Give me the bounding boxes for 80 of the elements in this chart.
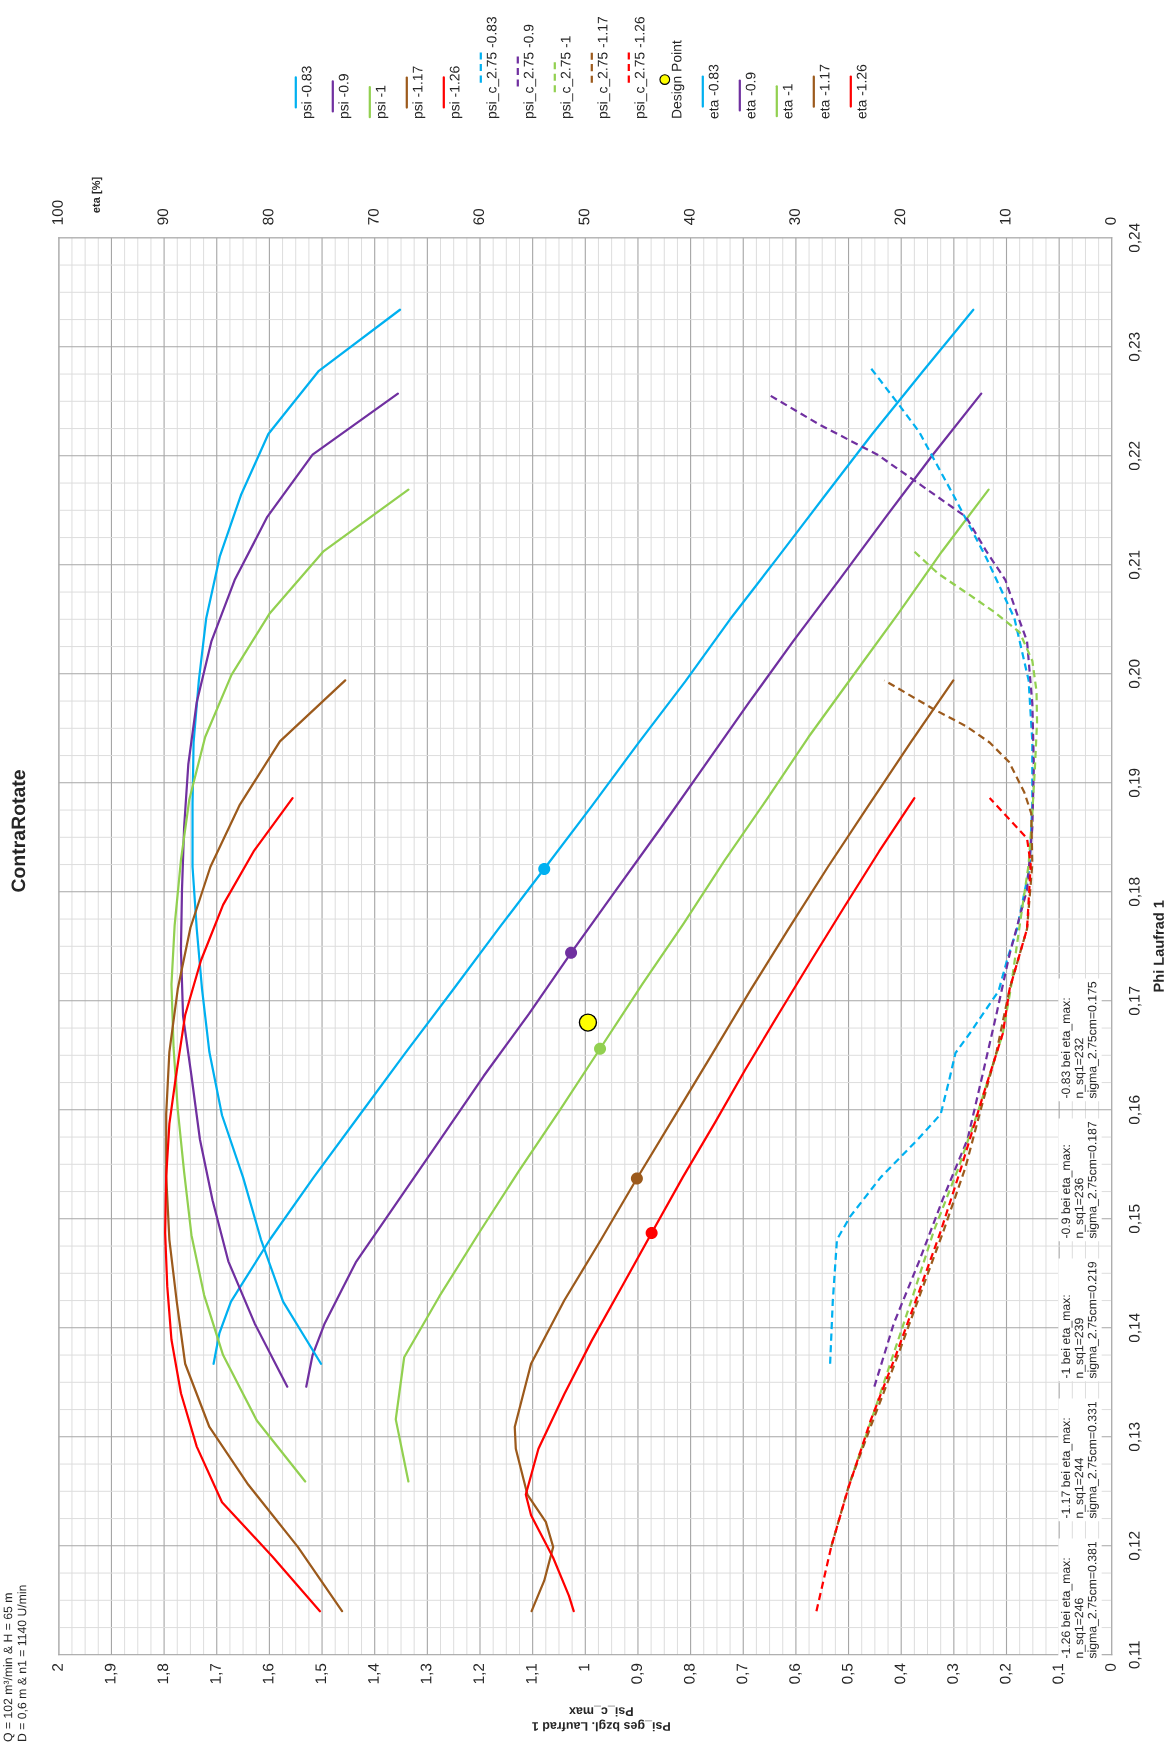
point xyxy=(565,946,578,959)
x2-tick-label: 50 xyxy=(578,208,590,225)
legend-label: psi -1.26 xyxy=(449,66,463,119)
y-tick-label: 0,21 xyxy=(1128,550,1142,580)
line-series xyxy=(815,796,1032,1613)
x-tick-label: 1,2 xyxy=(473,1663,486,1684)
point xyxy=(538,862,551,875)
point xyxy=(594,1042,607,1055)
y-tick-label: 0,22 xyxy=(1128,441,1142,471)
legend-label: psi_c_2.75 -1.26 xyxy=(634,16,648,119)
line-series xyxy=(524,796,916,1613)
x-tick-label: 0,9 xyxy=(631,1663,644,1684)
legend-label: eta -1.26 xyxy=(856,64,867,119)
x-tick-label: 1,9 xyxy=(104,1663,118,1684)
x-tick-label: 0,2 xyxy=(999,1663,1013,1684)
x2-tick-label: 20 xyxy=(894,208,906,225)
x2-tick-label: 80 xyxy=(262,208,274,225)
legend-label: eta -0.9 xyxy=(745,72,756,119)
x-tick-label: 0,3 xyxy=(947,1663,960,1684)
legend-label: psi -1.17 xyxy=(412,66,426,119)
x-tick-label: 1,6 xyxy=(262,1663,276,1684)
x-tick-label: 1,5 xyxy=(315,1663,328,1684)
x2-tick-label: 70 xyxy=(367,208,379,225)
text: Q = 102 m³/min & H = 65 m D = 0,6 m & n1 = 1140 U/min xyxy=(3,1585,28,1742)
text: ContraRotate xyxy=(11,770,26,892)
y-tick-label: 0,14 xyxy=(1128,1313,1142,1343)
y-tick-label: 0,18 xyxy=(1128,877,1142,907)
x2-axis-title: eta [%] xyxy=(91,177,103,213)
x-tick-label: 1,7 xyxy=(210,1663,223,1684)
point xyxy=(630,1172,643,1185)
annotation: -0.9 bei eta_max: n_sq1=236 sigma_2.75cm=0.187 xyxy=(1061,1121,1099,1239)
x-tick-label: 0,6 xyxy=(789,1663,802,1684)
x-tick-label: 0,5 xyxy=(841,1663,855,1684)
y-tick-label: 0,11 xyxy=(1128,1641,1142,1669)
annotation: -0.83 bei eta_max: n_sq1=232 sigma_2.75cm=0.175 xyxy=(1061,981,1099,1099)
annotation: -1.17 bei eta_max: n_sq1=244 sigma_2.75cm=0.331 xyxy=(1061,1401,1099,1519)
y-axis-title: Phi Laufrad 1 xyxy=(1153,900,1164,992)
x-tick-label: 1,3 xyxy=(420,1663,434,1684)
x2-tick-label: 90 xyxy=(157,208,169,225)
y-tick-label: 0,12 xyxy=(1128,1531,1142,1561)
y-tick-label: 0,20 xyxy=(1128,659,1142,689)
x2-tick-label: 30 xyxy=(789,208,800,225)
y-tick-label: 0,13 xyxy=(1128,1422,1142,1452)
legend-label: eta -0.83 xyxy=(708,64,719,119)
legend-label: psi -0.83 xyxy=(301,66,315,119)
legend-label: psi_c_2.75 -0.83 xyxy=(486,16,500,119)
legend-label: psi_c_2.75 -0.9 xyxy=(523,24,537,119)
x2-tick-label: 60 xyxy=(473,208,485,225)
x-tick-label: 1 xyxy=(578,1663,590,1671)
annotation: -1 bei eta_max: n_sq1=239 sigma_2.75cm=0.219 xyxy=(1061,1261,1099,1379)
x-tick-label: 0,1 xyxy=(1052,1663,1066,1684)
legend-label: psi -0.9 xyxy=(338,74,352,119)
legend-label: Design Point xyxy=(671,40,685,118)
y-tick-label: 0,24 xyxy=(1128,223,1142,253)
y-tick-label: 0,17 xyxy=(1128,986,1142,1016)
x-tick-label: 0,4 xyxy=(894,1663,908,1684)
point xyxy=(645,1226,658,1239)
x-tick-label: 2 xyxy=(52,1663,63,1671)
legend-label: psi_c_2.75 -1 xyxy=(560,36,574,119)
y-tick-label: 0,15 xyxy=(1128,1204,1142,1234)
x2-tick-label: 100 xyxy=(52,200,63,225)
x-tick-label: 0,8 xyxy=(683,1663,697,1684)
y-tick-label: 0,23 xyxy=(1128,332,1142,362)
x2-tick-label: 40 xyxy=(683,208,695,225)
annotation: -1.26 bei eta_max: n_sq1=246 sigma_2.75cm=0.381 xyxy=(1061,1541,1099,1659)
x-tick-label: 1,4 xyxy=(368,1663,381,1684)
legend-label: eta -1.17 xyxy=(819,64,830,119)
legend-label: psi_c_2.75 -1.17 xyxy=(597,17,611,119)
legend-label: psi -1 xyxy=(375,85,389,119)
y-tick-label: 0,19 xyxy=(1128,768,1142,798)
x-axis-title: Psi_ges bzgl. Laufrad 1 Psi_c_max xyxy=(532,1705,670,1732)
x-tick-label: 0 xyxy=(1105,1663,1116,1672)
x-tick-label: 1,8 xyxy=(157,1663,171,1684)
x-tick-label: 0,7 xyxy=(736,1663,750,1684)
y-tick-label: 0,16 xyxy=(1128,1095,1142,1125)
x2-tick-label: 10 xyxy=(999,208,1011,225)
legend-label: eta -1 xyxy=(782,84,793,119)
x-tick-label: 1,1 xyxy=(526,1663,539,1684)
x2-tick-label: 0 xyxy=(1105,217,1116,225)
point xyxy=(578,1013,598,1032)
